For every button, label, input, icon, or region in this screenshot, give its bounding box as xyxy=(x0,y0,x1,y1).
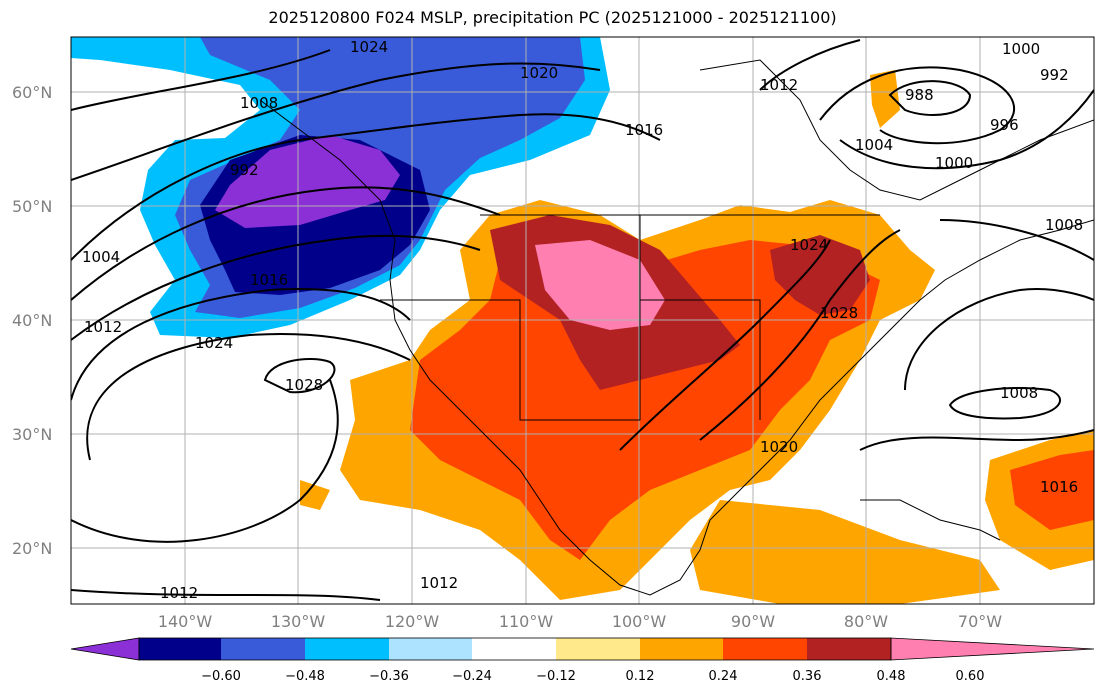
lat-label: 20°N xyxy=(12,539,52,558)
colorbar-tick-label: −0.60 xyxy=(201,669,241,684)
colorbar: −0.60 −0.48 −0.36 −0.24 −0.12 0.12 0.24 … xyxy=(70,637,1095,684)
isobar-label: 1012 xyxy=(420,574,458,592)
colorbar-extend-right xyxy=(890,637,1095,661)
lon-label: 90°W xyxy=(731,612,775,631)
isobar-label: 1000 xyxy=(1002,40,1040,58)
isobars xyxy=(71,39,1094,601)
colorbar-segment xyxy=(807,638,891,660)
lon-label: 130°W xyxy=(271,612,326,631)
isobar-label: 1004 xyxy=(82,248,120,266)
colorbar-tick-label: −0.36 xyxy=(369,669,409,684)
isobar-label: 1012 xyxy=(84,318,122,336)
map-title: 2025120800 F024 MSLP, precipitation PC (… xyxy=(268,8,837,27)
colorbar-segment xyxy=(305,638,389,660)
colorbar-tick-label: 0.12 xyxy=(626,669,655,684)
lon-label: 110°W xyxy=(499,612,554,631)
isobar-label: 996 xyxy=(990,116,1019,134)
lon-label: 100°W xyxy=(612,612,667,631)
colorbar-segment xyxy=(640,638,723,660)
isobar-label: 1028 xyxy=(285,376,323,394)
colorbar-tick-label: 0.60 xyxy=(956,669,985,684)
isobar-label: 1028 xyxy=(820,304,858,322)
isobar-label: 1024 xyxy=(195,334,233,352)
longitude-labels: 140°W 130°W 120°W 110°W 100°W 90°W 80°W … xyxy=(158,612,1002,631)
colorbar-segment xyxy=(389,638,472,660)
colorbar-segment xyxy=(139,638,221,660)
map-frame xyxy=(70,36,1095,605)
map-content: 1024 1020 1016 1012 1008 992 1004 1016 1… xyxy=(71,37,1094,604)
isobar-label: 1020 xyxy=(760,438,798,456)
isobar-label: 1020 xyxy=(520,64,558,82)
isobar-label: 1008 xyxy=(240,94,278,112)
coastlines xyxy=(259,59,1094,596)
lat-label: 40°N xyxy=(12,311,52,330)
isobar-label: 1016 xyxy=(625,121,663,139)
isobar-label: 1008 xyxy=(1045,216,1083,234)
isobar-label: 992 xyxy=(1040,66,1069,84)
isobar-label: 1008 xyxy=(1000,384,1038,402)
isobar-label: 1016 xyxy=(1040,478,1078,496)
lat-label: 50°N xyxy=(12,197,52,216)
lon-label: 70°W xyxy=(958,612,1002,631)
colorbar-tick-label: 0.36 xyxy=(793,669,822,684)
isobar-label: 1016 xyxy=(250,271,288,289)
colorbar-segment xyxy=(221,638,305,660)
colorbar-extend-left xyxy=(70,637,140,661)
isobar-labels: 1024 1020 1016 1012 1008 992 1004 1016 1… xyxy=(82,38,1083,602)
isobar-label: 992 xyxy=(230,161,259,179)
lat-label: 60°N xyxy=(12,83,52,102)
isobar-label: 1012 xyxy=(160,584,198,602)
latitude-labels: 60°N 50°N 40°N 30°N 20°N xyxy=(12,83,52,558)
colorbar-tick-label: −0.24 xyxy=(452,669,492,684)
isobar-label: 1024 xyxy=(790,236,828,254)
isobar-label: 1012 xyxy=(760,76,798,94)
colorbar-segment xyxy=(472,638,556,660)
lon-label: 80°W xyxy=(844,612,888,631)
isobar-label: 1004 xyxy=(855,136,893,154)
isobar-label: 1024 xyxy=(350,38,388,56)
colorbar-tick-label: 0.48 xyxy=(877,669,906,684)
colorbar-tick-label: 0.24 xyxy=(709,669,738,684)
colorbar-tick-label: −0.48 xyxy=(285,669,325,684)
isobar-label: 988 xyxy=(905,86,934,104)
colorbar-frame xyxy=(138,637,892,661)
lon-label: 140°W xyxy=(158,612,213,631)
colorbar-segment xyxy=(556,638,640,660)
isobar-label: 1000 xyxy=(935,154,973,172)
lat-label: 30°N xyxy=(12,425,52,444)
lon-label: 120°W xyxy=(385,612,440,631)
colorbar-tick-label: −0.12 xyxy=(536,669,576,684)
colorbar-segment xyxy=(723,638,807,660)
